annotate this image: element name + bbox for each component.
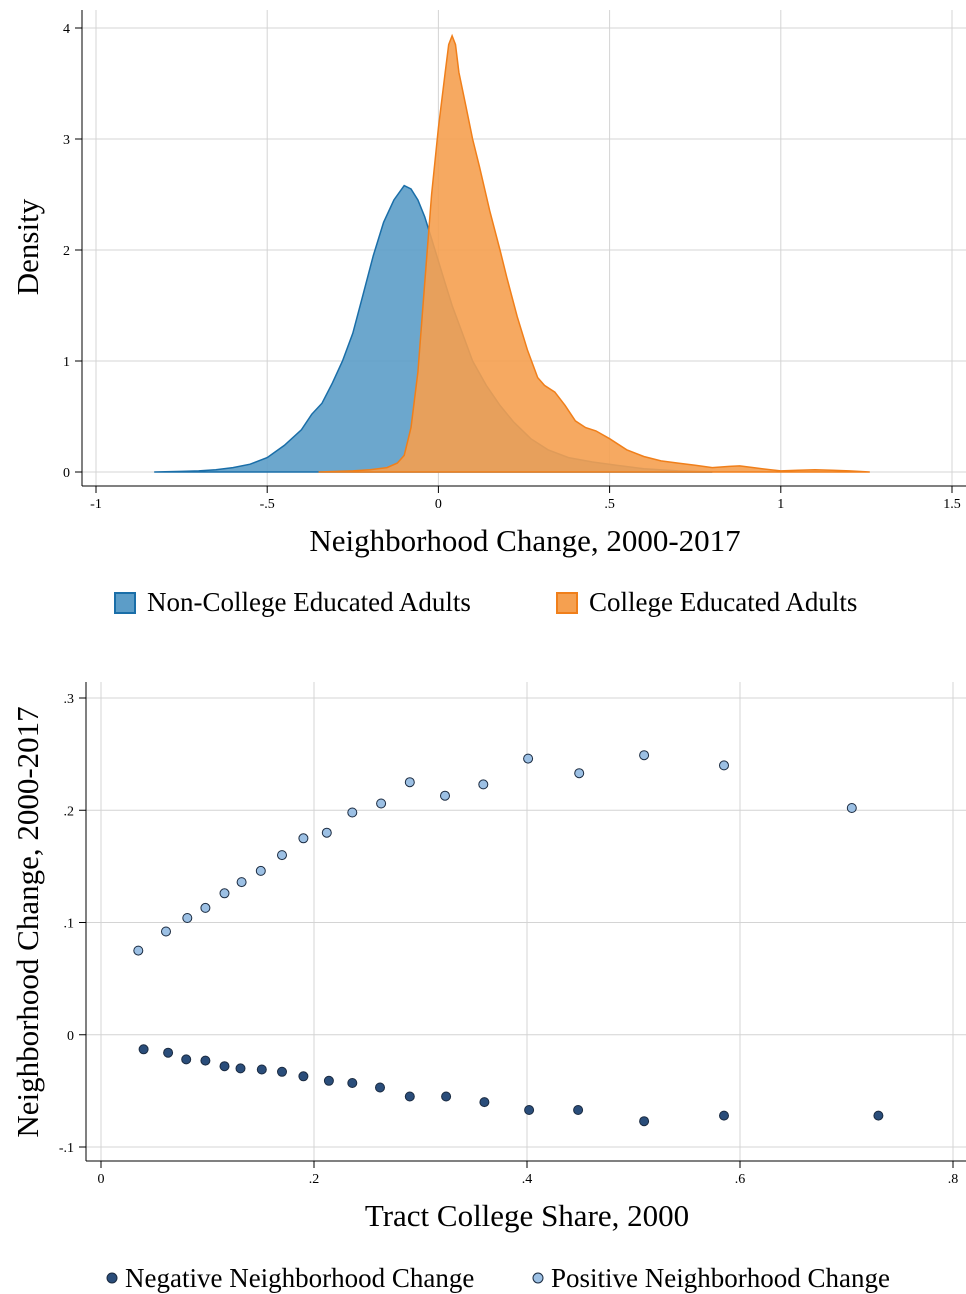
scatter-axes [85,682,966,1162]
scatter-point-negative [277,1066,287,1077]
scatter-point-negative [298,1071,309,1082]
scatter-point-positive [523,753,534,764]
density-x-ticks: -1 -.5 0 .5 1 1.5 [90,486,961,512]
density-y-tick-label: 0 [63,466,70,481]
scatter-legend: Negative Neighborhood Change Positive Ne… [106,1263,890,1293]
scatter-y-tick-label: .2 [64,804,75,819]
scatter-point-positive [404,777,415,788]
density-chart: -1 -.5 0 .5 1 1.5 0 1 2 3 4 Neighborhood Change, … [10,10,966,617]
scatter-point-positive [639,750,650,761]
scatter-point-positive [182,913,193,923]
scatter-point-negative [256,1064,267,1075]
scatter-point-positive [161,926,171,937]
scatter-point-positive [255,865,266,876]
scatter-point-positive [277,850,287,861]
scatter-y-tick-label: 0 [67,1029,74,1044]
scatter-y-tick-label: -.1 [59,1141,74,1156]
density-y-axis-label: Density [10,198,45,295]
legend-label-non-college: Non-College Educated Adults [147,587,471,617]
scatter-y-tick-label: .1 [64,917,75,932]
density-area-college [318,33,870,473]
scatter-x-tick-label: .4 [522,1172,533,1187]
scatter-point-negative [404,1091,415,1102]
density-x-tick-label: -1 [90,497,102,512]
scatter-points [133,750,884,1127]
scatter-point-positive [298,833,309,844]
scatter-y-axis-label: Neighborhood Change, 2000-2017 [10,706,45,1137]
scatter-point-negative [347,1078,358,1088]
legend-marker-negative [106,1272,118,1284]
scatter-point-positive [219,888,230,899]
density-y-tick-label: 1 [63,355,70,370]
scatter-x-ticks: 0 .2 .4 .6 .8 [98,1161,959,1187]
density-y-tick-label: 3 [63,133,70,148]
density-x-axis-label: Neighborhood Change, 2000-2017 [309,523,740,558]
scatter-chart: 0 .2 .4 .6 .8 -.1 0 .1 .2 .3 Tract College Share… [10,682,966,1293]
scatter-x-tick-label: .6 [735,1172,746,1187]
scatter-point-positive [719,760,729,771]
scatter-point-negative [524,1105,535,1115]
scatter-x-tick-label: .2 [309,1172,320,1187]
scatter-point-negative [219,1061,230,1072]
scatter-x-axis-label: Tract College Share, 2000 [365,1198,689,1233]
scatter-point-positive [574,768,585,779]
scatter-point-positive [846,803,857,813]
density-axes [81,10,966,487]
scatter-point-negative [323,1075,334,1086]
scatter-point-positive [376,798,387,809]
legend-label-college: College Educated Adults [589,587,857,617]
density-legend: Non-College Educated Adults College Educ… [114,587,857,617]
scatter-point-positive [133,945,144,956]
scatter-point-negative [163,1047,174,1058]
scatter-point-negative [479,1097,490,1108]
legend-marker-positive [532,1272,544,1284]
density-y-tick-label: 4 [63,22,70,37]
legend-label-negative: Negative Neighborhood Change [125,1263,474,1293]
legend-label-positive: Positive Neighborhood Change [551,1263,890,1293]
scatter-point-negative [181,1054,192,1065]
density-y-tick-label: 2 [63,244,70,259]
scatter-point-negative [138,1044,149,1055]
scatter-point-negative [719,1110,729,1121]
density-y-ticks: 0 1 2 3 4 [63,22,82,481]
scatter-point-positive [440,790,450,801]
scatter-point-positive [236,877,247,888]
scatter-x-tick-label: .8 [948,1172,959,1187]
density-areas [154,33,870,473]
scatter-point-negative [235,1063,246,1074]
scatter-point-negative [639,1116,650,1127]
scatter-grid [86,682,966,1161]
scatter-x-tick-label: 0 [98,1172,105,1187]
density-x-tick-label: -.5 [260,497,275,512]
scatter-point-positive [347,807,358,818]
scatter-point-positive [478,779,489,790]
legend-swatch-non-college [114,592,136,614]
density-x-tick-label: 0 [435,497,442,512]
legend-swatch-college [556,592,578,614]
scatter-point-negative [873,1110,884,1121]
density-x-tick-label: 1.5 [943,497,961,512]
scatter-point-positive [321,827,332,838]
scatter-y-tick-label: .3 [64,692,75,707]
scatter-y-ticks: -.1 0 .1 .2 .3 [59,692,86,1156]
density-x-tick-label: 1 [777,497,784,512]
scatter-point-negative [200,1055,211,1066]
scatter-point-negative [441,1091,452,1102]
scatter-point-positive [200,902,211,913]
scatter-point-negative [375,1082,385,1093]
scatter-point-negative [573,1105,584,1115]
density-x-tick-label: .5 [604,497,615,512]
